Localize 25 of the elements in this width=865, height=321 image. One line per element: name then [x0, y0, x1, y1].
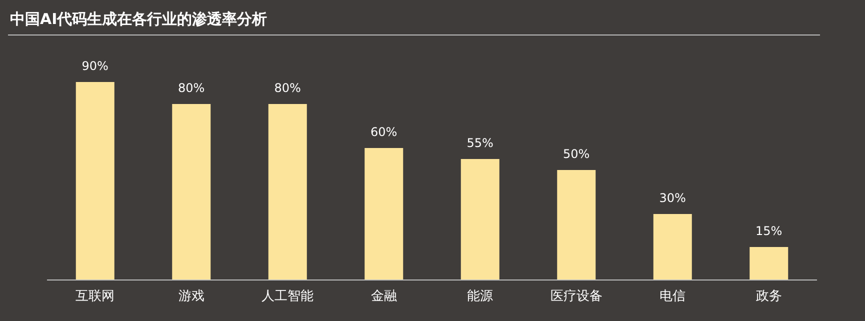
x-tick-label: 游戏: [178, 289, 204, 304]
bar: [76, 82, 114, 280]
x-tick-label: 电信: [660, 289, 686, 304]
data-label: 55%: [466, 136, 494, 150]
data-label: 90%: [82, 59, 108, 73]
data-label: 15%: [756, 224, 782, 238]
bar: [557, 170, 596, 280]
data-label: 80%: [274, 81, 301, 95]
bar: [750, 247, 788, 280]
x-tick-label: 医疗设备: [550, 289, 602, 304]
x-tick-label: 能源: [467, 289, 494, 304]
data-label: 50%: [563, 147, 590, 161]
bar: [364, 148, 404, 280]
data-label: 60%: [370, 125, 398, 139]
x-tick-label: 互联网: [76, 289, 115, 304]
x-tick-label: 金融: [370, 289, 397, 304]
bar: [172, 104, 211, 280]
data-label: 80%: [178, 81, 205, 95]
bar: [653, 214, 692, 280]
data-label: 30%: [659, 191, 686, 205]
bar: [460, 159, 500, 280]
x-tick-label: 政务: [756, 289, 782, 304]
x-tick-label: 人工智能: [262, 289, 314, 304]
chart-title: 中国AI代码生成在各行业的渗透率分析: [10, 10, 268, 28]
bar: [268, 104, 307, 280]
